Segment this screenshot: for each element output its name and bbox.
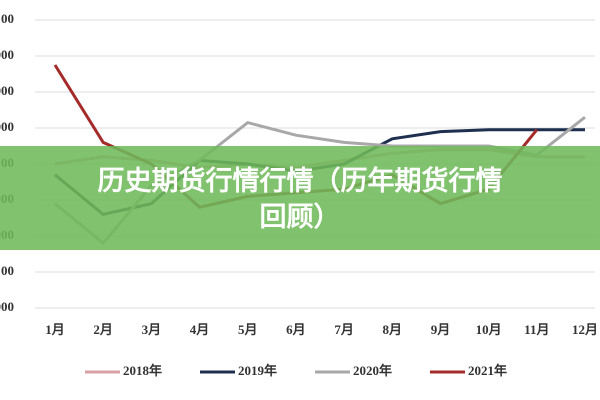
y-tick-label: 000	[0, 83, 14, 98]
x-tick-label: 5月	[238, 322, 258, 337]
x-tick-label: 3月	[142, 322, 162, 337]
legend-label: 2020年	[353, 363, 392, 378]
x-tick-label: 7月	[334, 322, 354, 337]
legend: 2018年 2019年 2020年 2021年	[85, 363, 507, 378]
x-tick-label: 1月	[45, 322, 65, 337]
banner	[0, 146, 600, 250]
x-tick-label: 9月	[431, 322, 451, 337]
x-tick-label: 6月	[286, 322, 306, 337]
x-tick-label: 10月	[476, 322, 502, 337]
y-tick-label: 000	[0, 119, 14, 134]
x-tick-label: 12月	[572, 322, 598, 337]
legend-label: 2018年	[123, 363, 162, 378]
x-tick-label: 2月	[93, 322, 113, 337]
legend-label: 2019年	[238, 363, 277, 378]
y-tick-label: 00	[1, 263, 14, 278]
banner-title: 历史期货行情行情（历年期货行情回顾）	[98, 165, 503, 233]
legend-label: 2021年	[468, 363, 507, 378]
y-tick-label: 00	[1, 11, 14, 26]
y-tick-label: 000	[0, 47, 14, 62]
x-tick-label: 8月	[383, 322, 403, 337]
y-tick-label: 000	[0, 299, 14, 314]
x-tick-label: 4月	[190, 322, 210, 337]
x-tick-label: 11月	[524, 322, 549, 337]
